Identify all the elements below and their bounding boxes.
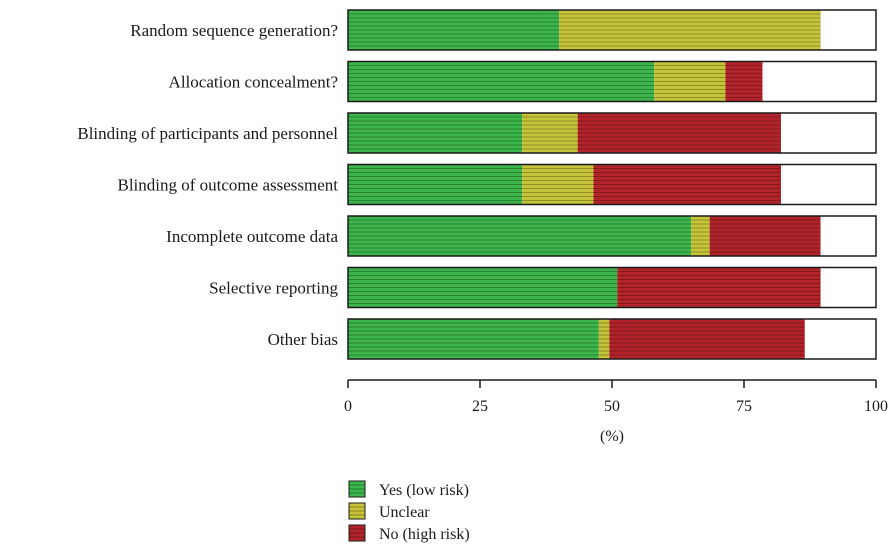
bar-segment-stripes xyxy=(609,322,805,356)
bar-row-incomplete-outcome-data xyxy=(347,215,877,257)
x-tick-label: 0 xyxy=(344,398,352,415)
x-tick-label: 50 xyxy=(604,398,620,415)
legend-swatch-stripes xyxy=(349,506,365,516)
bar-frame xyxy=(347,318,877,360)
bar-segment-stripes xyxy=(709,219,821,253)
bar-segment-stripes xyxy=(598,322,610,356)
category-label: Random sequence generation? xyxy=(130,21,338,40)
legend-swatch-stripes xyxy=(349,528,365,538)
category-label: Blinding of outcome assessment xyxy=(117,176,338,195)
legend-item-yes-low-risk: Yes (low risk) xyxy=(348,480,469,499)
x-tick-label: 75 xyxy=(736,398,752,415)
legend-swatch-stripes xyxy=(349,484,365,494)
category-label: Selective reporting xyxy=(209,279,338,298)
legend-label: Unclear xyxy=(379,504,430,521)
legend-label: No (high risk) xyxy=(379,526,470,543)
bar-segment-stripes xyxy=(348,168,523,201)
bar-segment-stripes xyxy=(691,219,710,253)
bar-row-allocation-concealment xyxy=(347,60,877,103)
bar-frame xyxy=(347,112,877,154)
bar-frame xyxy=(347,266,877,309)
bar-row-other-bias xyxy=(347,318,877,360)
bar-frame xyxy=(347,215,877,257)
bar-frame xyxy=(347,60,877,103)
legend-item-unclear: Unclear xyxy=(348,502,430,521)
legend: Yes (low risk) Unclear No (high risk) xyxy=(348,480,470,543)
bar-segment-stripes xyxy=(348,219,692,253)
category-label: Blinding of participants and personnel xyxy=(77,124,338,143)
category-label: Allocation concealment? xyxy=(169,73,338,92)
bar-frame xyxy=(347,163,877,206)
bar-segment-stripes xyxy=(559,13,821,47)
bars-layer xyxy=(347,9,877,360)
bar-segment-stripes xyxy=(654,65,726,98)
x-tick-label: 25 xyxy=(472,398,488,415)
category-labels: Random sequence generation? Allocation co… xyxy=(77,21,338,349)
bar-segment-stripes xyxy=(348,271,618,304)
x-axis-title: (%) xyxy=(600,428,624,445)
legend-label: Yes (low risk) xyxy=(379,482,469,499)
bar-segment-stripes xyxy=(593,168,781,201)
bar-segment-stripes xyxy=(348,13,560,47)
legend-swatch-frame xyxy=(348,502,366,520)
bar-frame xyxy=(347,9,877,51)
category-label: Incomplete outcome data xyxy=(166,227,338,246)
x-tick-label: 100 xyxy=(864,398,888,415)
bar-segment-stripes xyxy=(577,116,781,150)
category-label: Other bias xyxy=(268,330,338,349)
bar-segment-stripes xyxy=(617,271,821,304)
bar-segment-stripes xyxy=(725,65,763,98)
bar-row-blinding-of-participants-and-personnel xyxy=(347,112,877,154)
bar-segment-stripes xyxy=(522,168,594,201)
bar-segment-stripes xyxy=(522,116,578,150)
legend-swatch-frame xyxy=(348,524,366,542)
bar-segment-stripes xyxy=(348,322,599,356)
bar-row-blinding-of-outcome-assessment xyxy=(347,163,877,206)
x-axis: 0 25 50 75 100 xyxy=(344,379,888,415)
bar-segment-stripes xyxy=(348,65,655,98)
bar-segment-stripes xyxy=(348,116,523,150)
bar-row-random-sequence-generation xyxy=(347,9,877,51)
legend-swatch-frame xyxy=(348,480,366,498)
bar-row-selective-reporting xyxy=(347,266,877,309)
legend-item-no-high-risk: No (high risk) xyxy=(348,524,470,543)
